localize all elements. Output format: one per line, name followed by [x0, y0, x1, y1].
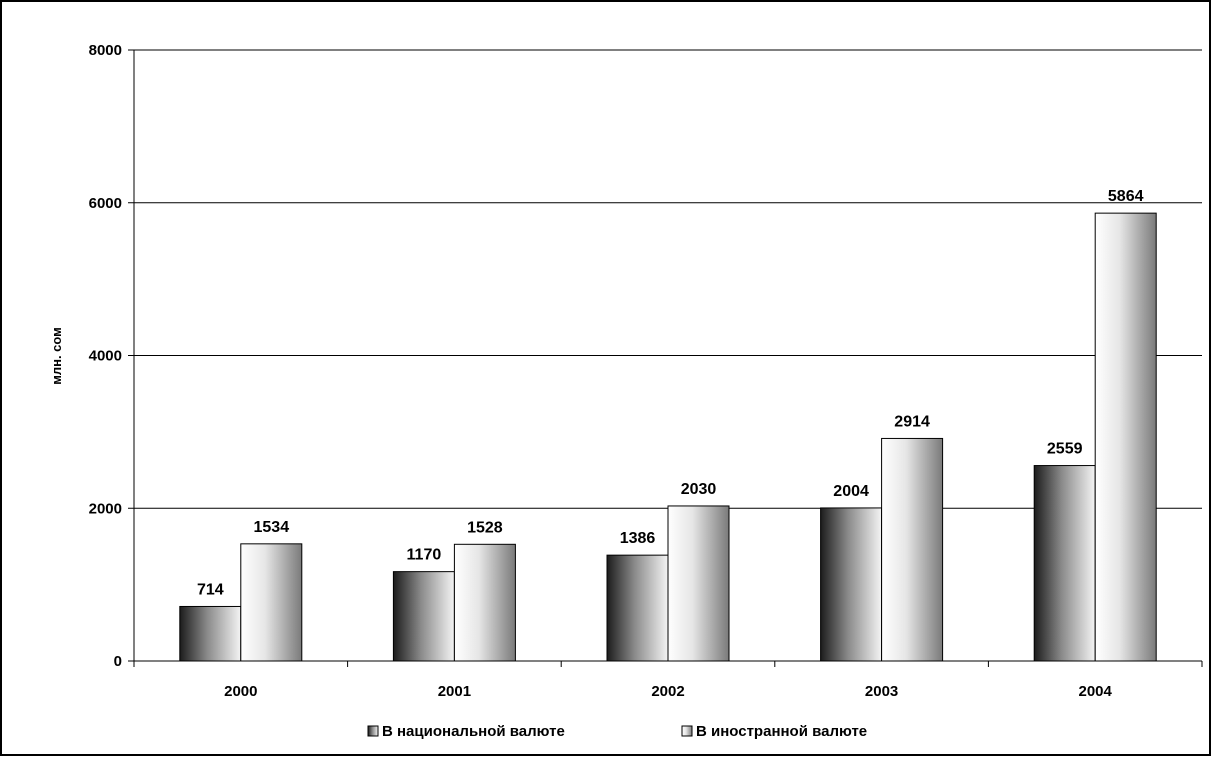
bar-national	[606, 554, 669, 662]
legend-label: В иностранной валюте	[696, 723, 867, 740]
data-label: 1534	[254, 519, 290, 536]
bar-foreign	[1094, 212, 1157, 662]
bars	[179, 212, 1157, 662]
data-label: 1528	[467, 519, 503, 536]
data-labels: 714 1534 1170 1528 1386 2030 2004 2914 2559 5864	[197, 188, 1144, 598]
data-label: 714	[197, 581, 224, 598]
legend-swatch	[681, 725, 693, 737]
legend-label: В национальной валюте	[382, 723, 565, 740]
data-label: 2914	[894, 413, 930, 430]
legend: В национальной валюте В иностранной валют…	[367, 723, 867, 740]
bar-foreign	[453, 543, 516, 662]
y-tick-label: 8000	[89, 42, 122, 59]
legend-swatch	[367, 725, 379, 737]
bar-foreign	[240, 543, 303, 662]
data-label: 2004	[833, 483, 869, 500]
x-tick-label: 2002	[651, 683, 684, 700]
data-label: 1170	[407, 547, 442, 564]
x-tick-label: 2001	[438, 683, 471, 700]
bar-national	[179, 605, 242, 662]
data-label: 2559	[1047, 441, 1083, 458]
y-tick-label: 0	[114, 653, 122, 670]
data-label: 1386	[620, 530, 656, 547]
x-tick-label: 2004	[1079, 683, 1113, 700]
bar-foreign	[881, 437, 944, 662]
data-label: 2030	[681, 481, 717, 498]
data-label: 5864	[1108, 188, 1144, 205]
y-tick-label: 4000	[89, 348, 122, 365]
y-tick-label: 6000	[89, 195, 122, 212]
bar-national	[1033, 465, 1096, 662]
y-tick-label: 2000	[89, 500, 122, 517]
bar-national	[392, 571, 455, 662]
bar-foreign	[667, 505, 730, 662]
x-tick-label: 2000	[224, 683, 257, 700]
x-tick-label: 2003	[865, 683, 898, 700]
y-axis-title: млн. сом	[49, 327, 64, 385]
bar-national	[820, 507, 883, 662]
